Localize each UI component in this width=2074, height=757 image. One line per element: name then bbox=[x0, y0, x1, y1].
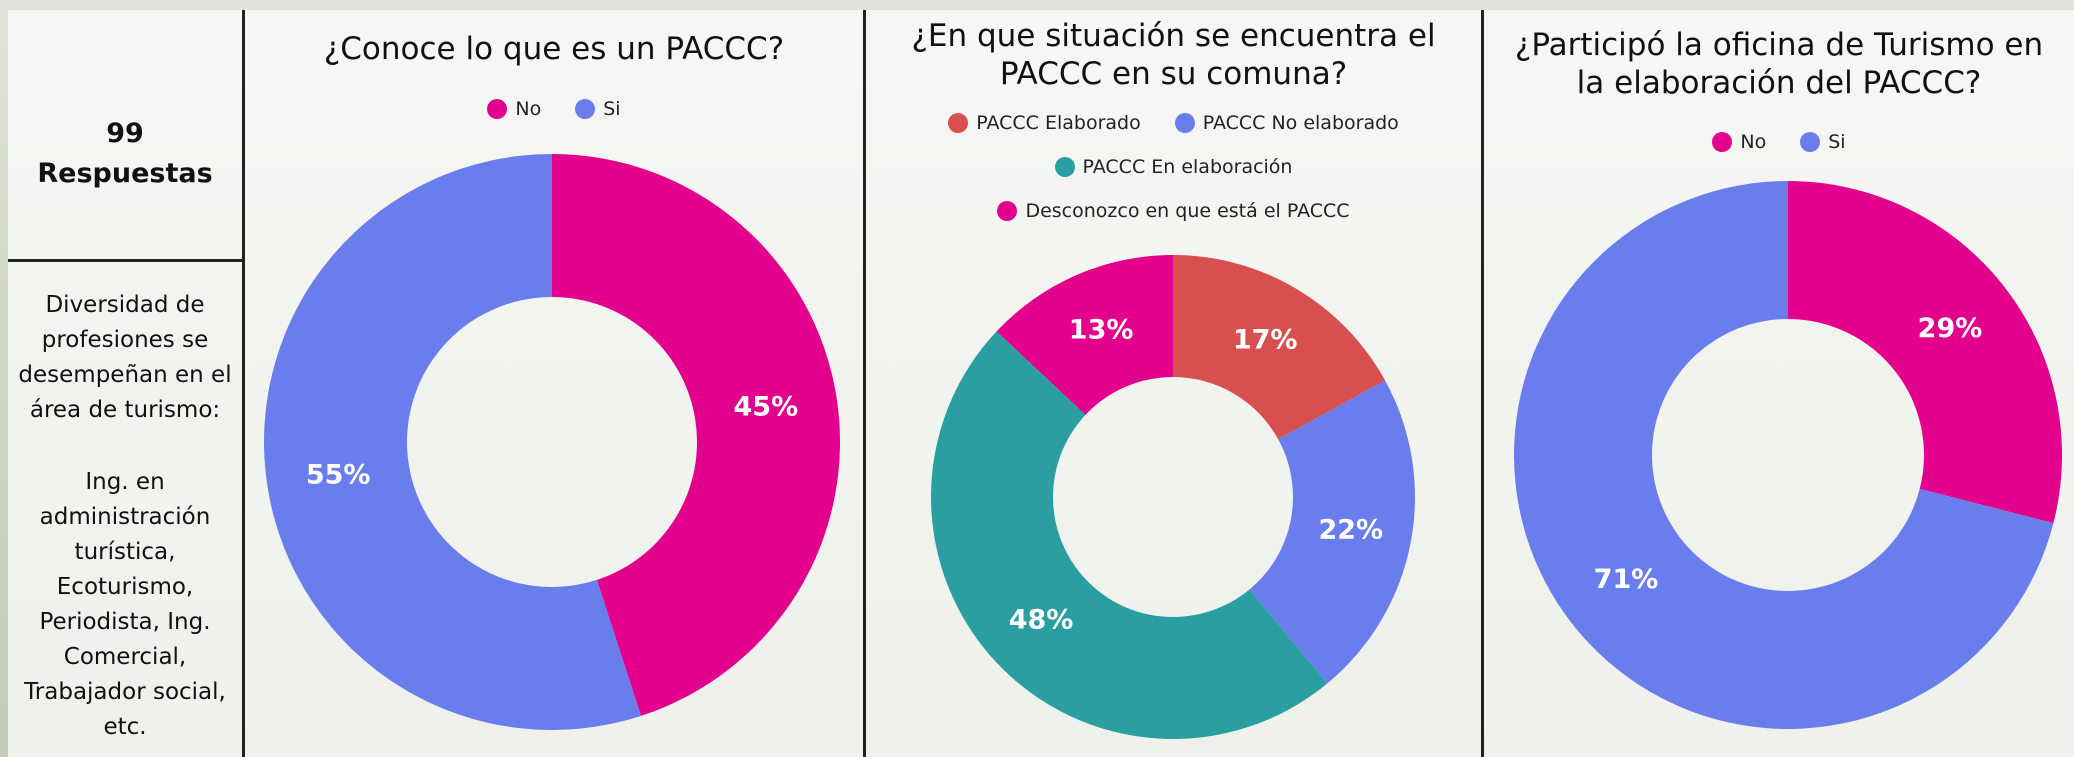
legend: PACCC Elaborado PACCC No elaborado PACCC E… bbox=[944, 112, 1404, 222]
legend-marker bbox=[1712, 132, 1732, 152]
legend-item: Si bbox=[575, 98, 620, 120]
data-label: 55% bbox=[306, 459, 371, 490]
data-label: 71% bbox=[1594, 564, 1659, 595]
legend-label: No bbox=[515, 98, 541, 120]
legend: No Si bbox=[1509, 131, 2049, 153]
legend-marker bbox=[1800, 132, 1820, 152]
page: 99 Respuestas Diversidad de profesiones … bbox=[0, 0, 2074, 757]
data-label: 48% bbox=[1009, 604, 1074, 635]
chart-title: ¿Conoce lo que es un PACCC? bbox=[265, 30, 843, 68]
data-label: 22% bbox=[1318, 514, 1383, 545]
data-label: 17% bbox=[1233, 325, 1298, 356]
legend-marker bbox=[1055, 157, 1075, 177]
legend-label: PACCC Elaborado bbox=[976, 112, 1141, 134]
legend-label: No bbox=[1740, 131, 1766, 153]
legend-label: Desconozco en que está el PACCC bbox=[1025, 200, 1349, 222]
legend-marker bbox=[997, 201, 1017, 221]
legend-item: No bbox=[1712, 131, 1766, 153]
data-label: 13% bbox=[1069, 314, 1134, 345]
legend-label: PACCC No elaborado bbox=[1203, 112, 1399, 134]
chart-title: ¿Participó la oficina de Turismo en la e… bbox=[1504, 26, 2054, 102]
legend-label: Si bbox=[603, 98, 620, 120]
donut-slice bbox=[1788, 181, 2062, 523]
data-label: 29% bbox=[1918, 313, 1983, 344]
legend-marker bbox=[575, 99, 595, 119]
chart-title: ¿En que situación se encuentra el PACCC … bbox=[886, 17, 1461, 93]
legend-marker bbox=[1175, 113, 1195, 133]
legend-label: Si bbox=[1828, 131, 1845, 153]
legend-item: No bbox=[487, 98, 541, 120]
legend-item: Si bbox=[1800, 131, 1845, 153]
legend-item: PACCC Elaborado bbox=[948, 112, 1141, 134]
legend-label: PACCC En elaboración bbox=[1083, 156, 1293, 178]
legend-item: PACCC No elaborado bbox=[1175, 112, 1399, 134]
legend-item: Desconozco en que está el PACCC bbox=[997, 200, 1349, 222]
legend-item: PACCC En elaboración bbox=[1055, 156, 1293, 178]
data-label: 45% bbox=[734, 392, 799, 423]
legend-marker bbox=[948, 113, 968, 133]
legend: No Si bbox=[274, 98, 834, 120]
legend-marker bbox=[487, 99, 507, 119]
